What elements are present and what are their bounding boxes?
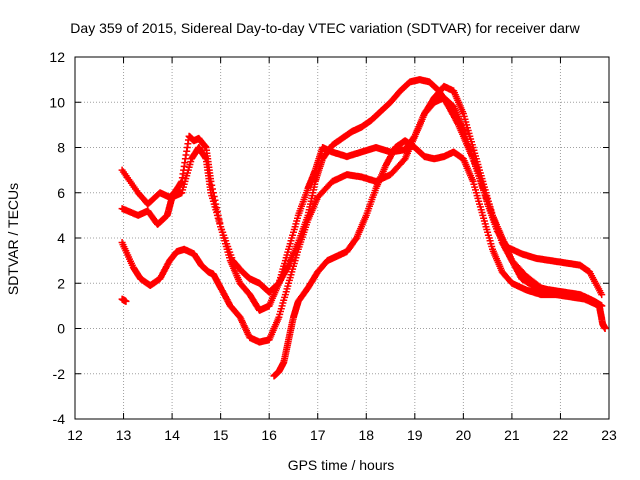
series-markers [118,137,609,380]
series-track-d [118,137,609,380]
x-axis-label: GPS time / hours [288,457,395,473]
axis-ticks [74,56,610,420]
y-tick-label: 6 [57,185,65,201]
chart-title: Day 359 of 2015, Sidereal Day-to-day VTE… [70,20,580,36]
y-tick-label: 10 [49,94,65,110]
y-tick-label: 2 [57,275,65,291]
series-track-c [118,82,606,346]
x-tick-label: 22 [553,427,569,443]
x-tick-label: 19 [407,427,423,443]
y-axis-label: SDTVAR / TECUs [5,183,21,295]
y-tick-label: 8 [57,140,65,156]
series-track-a [118,76,606,299]
x-tick-label: 18 [358,427,374,443]
axis-tick-labels: 12 13 14 15 16 17 18 19 20 21 22 23 -4 -2 0 2 4 6 8 10 12 [49,49,617,443]
y-tick-label: 4 [57,230,65,246]
x-tick-label: 12 [67,427,83,443]
x-tick-label: 20 [456,427,472,443]
grid-lines [75,57,609,419]
x-tick-label: 14 [164,427,180,443]
x-tick-label: 13 [116,427,132,443]
series-markers [118,82,606,346]
x-tick-label: 21 [504,427,520,443]
y-tick-label: 0 [57,321,65,337]
data-marks [118,76,609,380]
x-tick-label: 16 [261,427,277,443]
y-tick-label: 12 [49,49,65,65]
x-tick-label: 17 [310,427,326,443]
series-markers [118,76,606,299]
y-tick-label: -4 [53,411,66,427]
x-tick-label: 15 [213,427,229,443]
x-tick-label: 23 [601,427,617,443]
y-tick-label: -2 [53,366,66,382]
